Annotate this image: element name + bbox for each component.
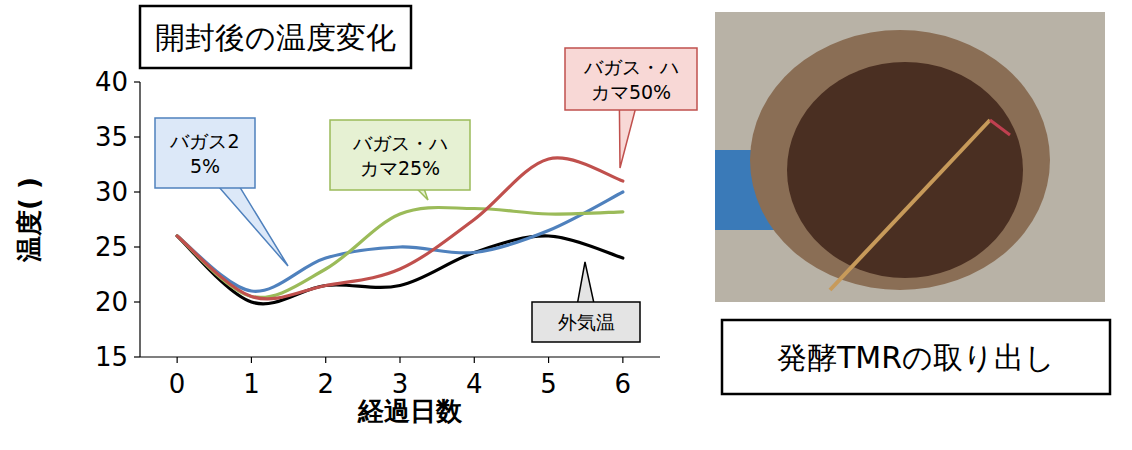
title-box: 開封後の温度変化 (140, 6, 411, 68)
legend-label-line: バガス・ハ (352, 132, 448, 154)
x-tick-label: 2 (317, 369, 334, 399)
y-axis-title: 温度( ) (14, 177, 44, 263)
photo-caption: 発酵TMRの取り出し (777, 340, 1055, 375)
caption-frame (722, 320, 1110, 394)
y-tick (134, 136, 140, 137)
x-axis-title: 経過日数 (357, 396, 463, 426)
x-tick (399, 357, 400, 363)
series-callout: バガス・ハカマ50% (565, 48, 697, 168)
y-tick-label: 30 (95, 177, 128, 207)
callout-box (532, 302, 640, 342)
photo-caption-box: 発酵TMRの取り出し (722, 320, 1110, 394)
y-tick-label: 15 (95, 342, 128, 372)
x-tick-label: 6 (615, 369, 632, 399)
x-tick (251, 357, 252, 363)
photo (715, 12, 1105, 302)
callout-box (330, 120, 470, 190)
x-tick-label: 0 (169, 369, 186, 399)
callouts: 外気温バガス25%バガス・ハカマ25%バガス・ハカマ50% (155, 48, 697, 342)
legend-label-line: バガス2 (169, 130, 239, 152)
chart-title: 開封後の温度変化 (155, 20, 396, 55)
y-tick (134, 301, 140, 302)
y-tick (134, 356, 140, 357)
x-tick (177, 357, 178, 363)
x-tick-label: 4 (466, 369, 483, 399)
legend-label-line: バガス・ハ (583, 56, 679, 78)
x-tick-label: 5 (540, 369, 557, 399)
y-tick-label: 25 (95, 232, 128, 262)
x-tick (548, 357, 549, 363)
y-tick (134, 191, 140, 192)
legend-label-line: 5% (190, 155, 220, 177)
y-tick (134, 246, 140, 247)
x-tick-label: 1 (243, 369, 260, 399)
callout-fill (156, 119, 254, 187)
callout-fill (331, 121, 469, 189)
series-callout: 外気温 (532, 262, 640, 342)
legend-label-line: 外気温 (558, 311, 615, 333)
legend-label: バガス・ハカマ25% (352, 132, 448, 179)
photo-fork-head (990, 120, 1010, 135)
chart-root: 15 20 25 30 35 40 0 1 2 3 4 5 6 経過日数 温度( ) 開封後の温度変化外気温 バ… (0, 0, 1132, 450)
legend-label-line: カマ25% (360, 157, 440, 179)
title-frame (140, 6, 411, 68)
callout-fill (533, 303, 639, 341)
y-tick (134, 81, 140, 82)
series-line (177, 207, 623, 297)
photo-bg (715, 12, 1105, 302)
y-tick-label: 35 (95, 122, 128, 152)
callout-box (565, 48, 697, 110)
photo-fork (830, 120, 990, 290)
y-tick-label: 40 (95, 67, 128, 97)
legend-label: バガス2 5% (169, 130, 239, 177)
callout-box (155, 118, 255, 188)
callout-fill (566, 49, 696, 109)
y-tick-label: 20 (95, 287, 128, 317)
legend-label-line: カマ50% (591, 81, 671, 103)
photo-pit-rim (750, 30, 1050, 290)
y-axis-line (139, 82, 140, 357)
x-tick-label: 3 (392, 369, 409, 399)
legend-label: バガス・ハカマ50% (583, 56, 679, 103)
series-callout: バガス2 5% (155, 118, 288, 266)
legend-label: 外気温 (558, 311, 615, 333)
photo-pit (787, 62, 1023, 278)
x-tick (474, 357, 475, 363)
series-callout: バガス・ハカマ25% (330, 120, 470, 200)
x-tick (622, 357, 623, 363)
x-tick (325, 357, 326, 363)
